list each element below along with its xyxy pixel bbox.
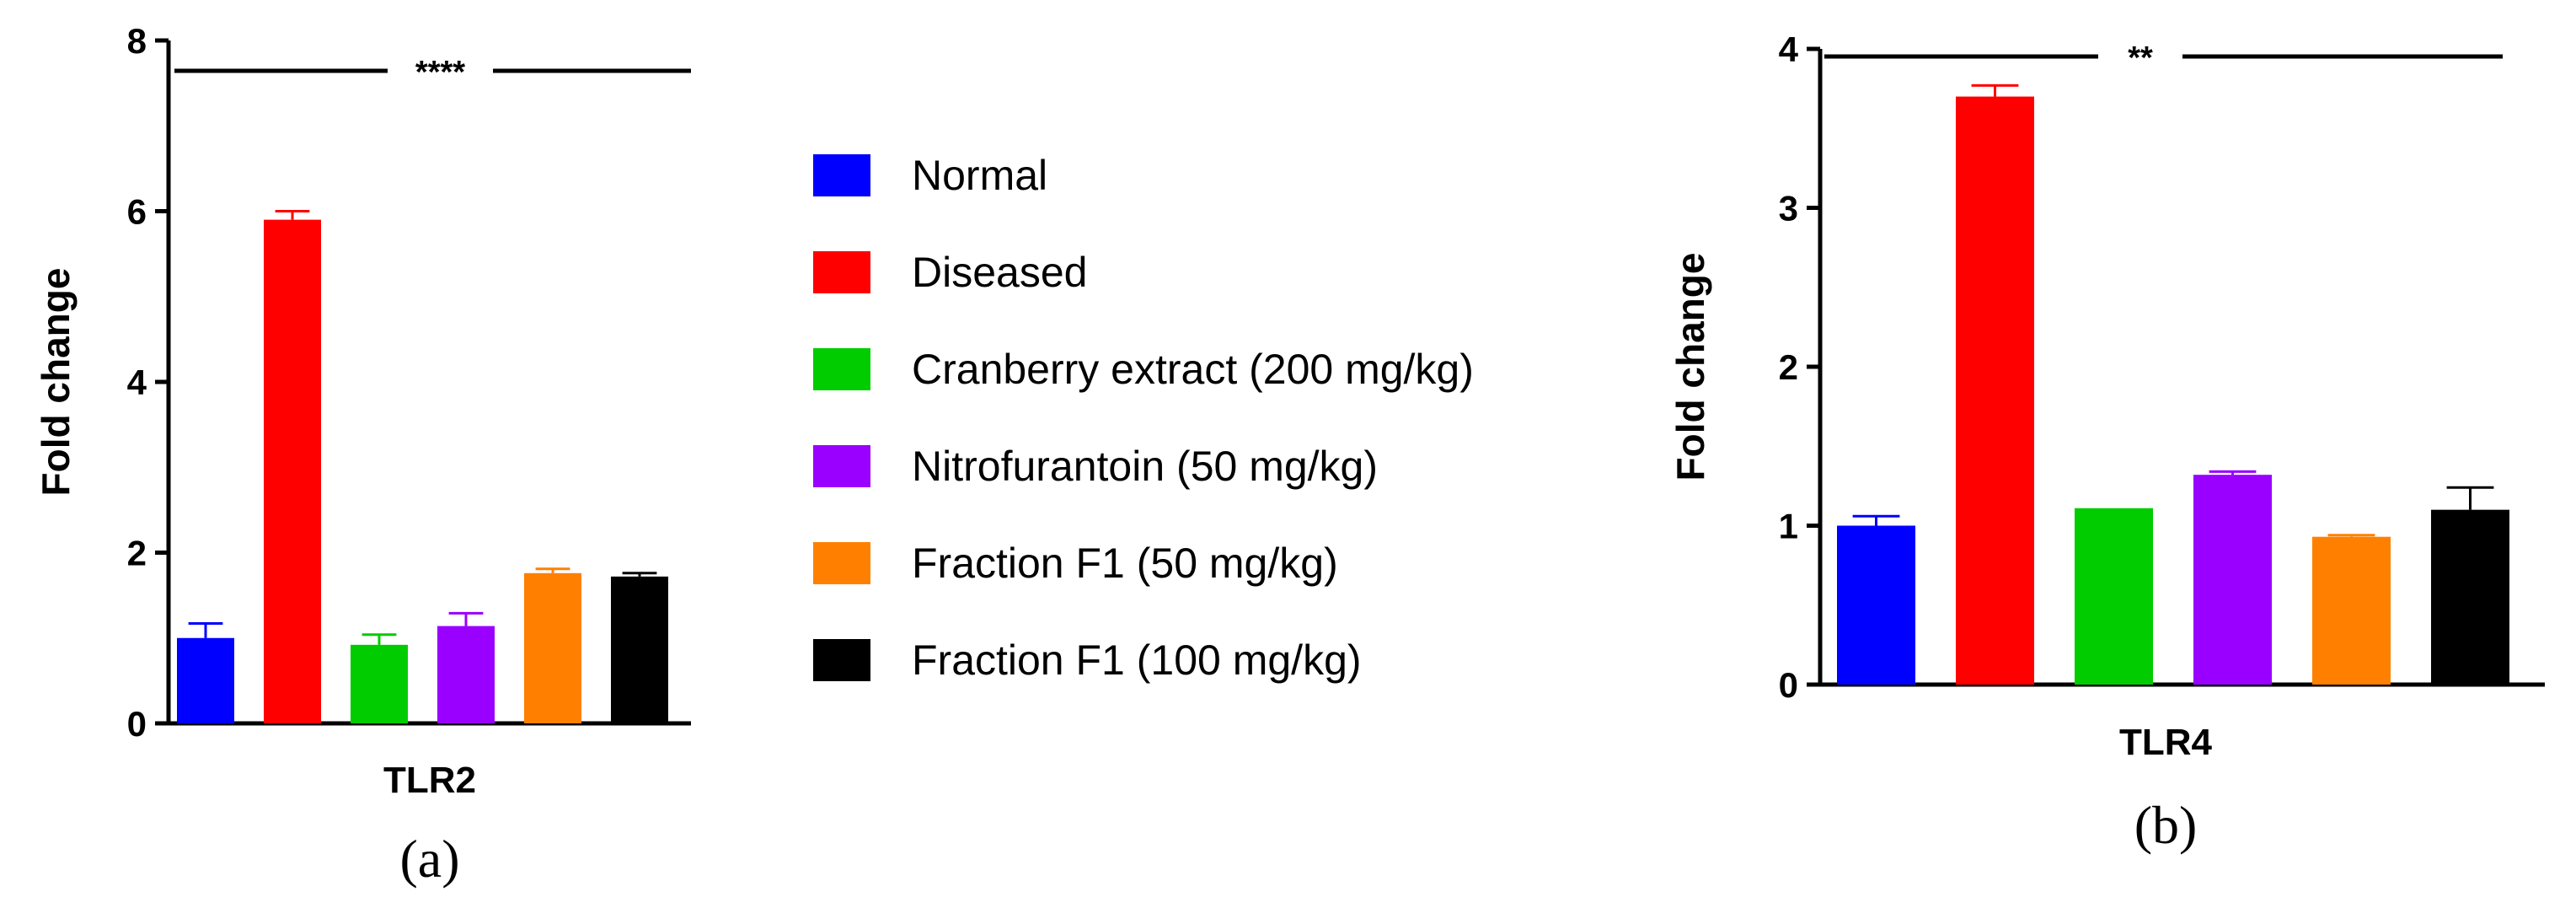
y-tick-label: 4 [1779,30,1799,69]
legend-swatch [813,639,870,681]
bar [1837,525,1915,685]
bar [1956,96,2034,685]
y-tick-label: 2 [127,534,147,573]
x-axis-label: TLR2 [383,760,476,801]
legend-swatch [813,445,870,487]
significance-label: **** [415,55,465,90]
bar [177,637,234,723]
panel-label: (b) [2134,795,2198,855]
y-tick-label: 3 [1779,189,1798,228]
legend-swatch [813,154,870,196]
legend-label: Fraction F1 (50 mg/kg) [912,540,1338,587]
bar [524,572,581,723]
bar [611,576,668,723]
y-tick-label: 2 [1779,347,1798,387]
bar [351,644,408,723]
y-tick-label: 0 [127,704,147,744]
legend-swatch [813,251,870,293]
bar [2431,509,2509,685]
chart-tlr2: 0 2 4 6 8 **** Fold change TLR2 (a) [34,21,691,889]
y-tick-label: 4 [127,363,147,402]
legend-swatch [813,348,870,390]
panel-label: (a) [399,829,459,889]
legend-label: Normal [912,152,1047,199]
y-axis-title: Fold change [34,268,78,497]
bar [264,219,321,723]
y-tick-label: 6 [127,192,147,232]
significance-label: ** [2128,40,2153,76]
legend-label: Nitrofurantoin (50 mg/kg) [912,443,1378,490]
y-tick-label: 8 [127,21,147,61]
bar [2312,536,2391,685]
bar [437,626,495,723]
legend: Normal Diseased Cranberry extract (200 mg/… [813,152,1474,684]
y-tick-label: 1 [1779,507,1798,546]
legend-label: Fraction F1 (100 mg/kg) [912,637,1362,684]
y-axis-title: Fold change [1668,253,1712,481]
bar [2075,508,2153,685]
chart-tlr4: 0 1 2 3 4 ** Fold change TLR4 (b) [1668,30,2545,855]
legend-label: Cranberry extract (200 mg/kg) [912,346,1474,393]
legend-label: Diseased [912,249,1087,296]
bar [2193,475,2272,685]
x-axis-label: TLR4 [2119,722,2213,763]
legend-swatch [813,542,870,584]
y-tick-label: 0 [1779,665,1798,705]
